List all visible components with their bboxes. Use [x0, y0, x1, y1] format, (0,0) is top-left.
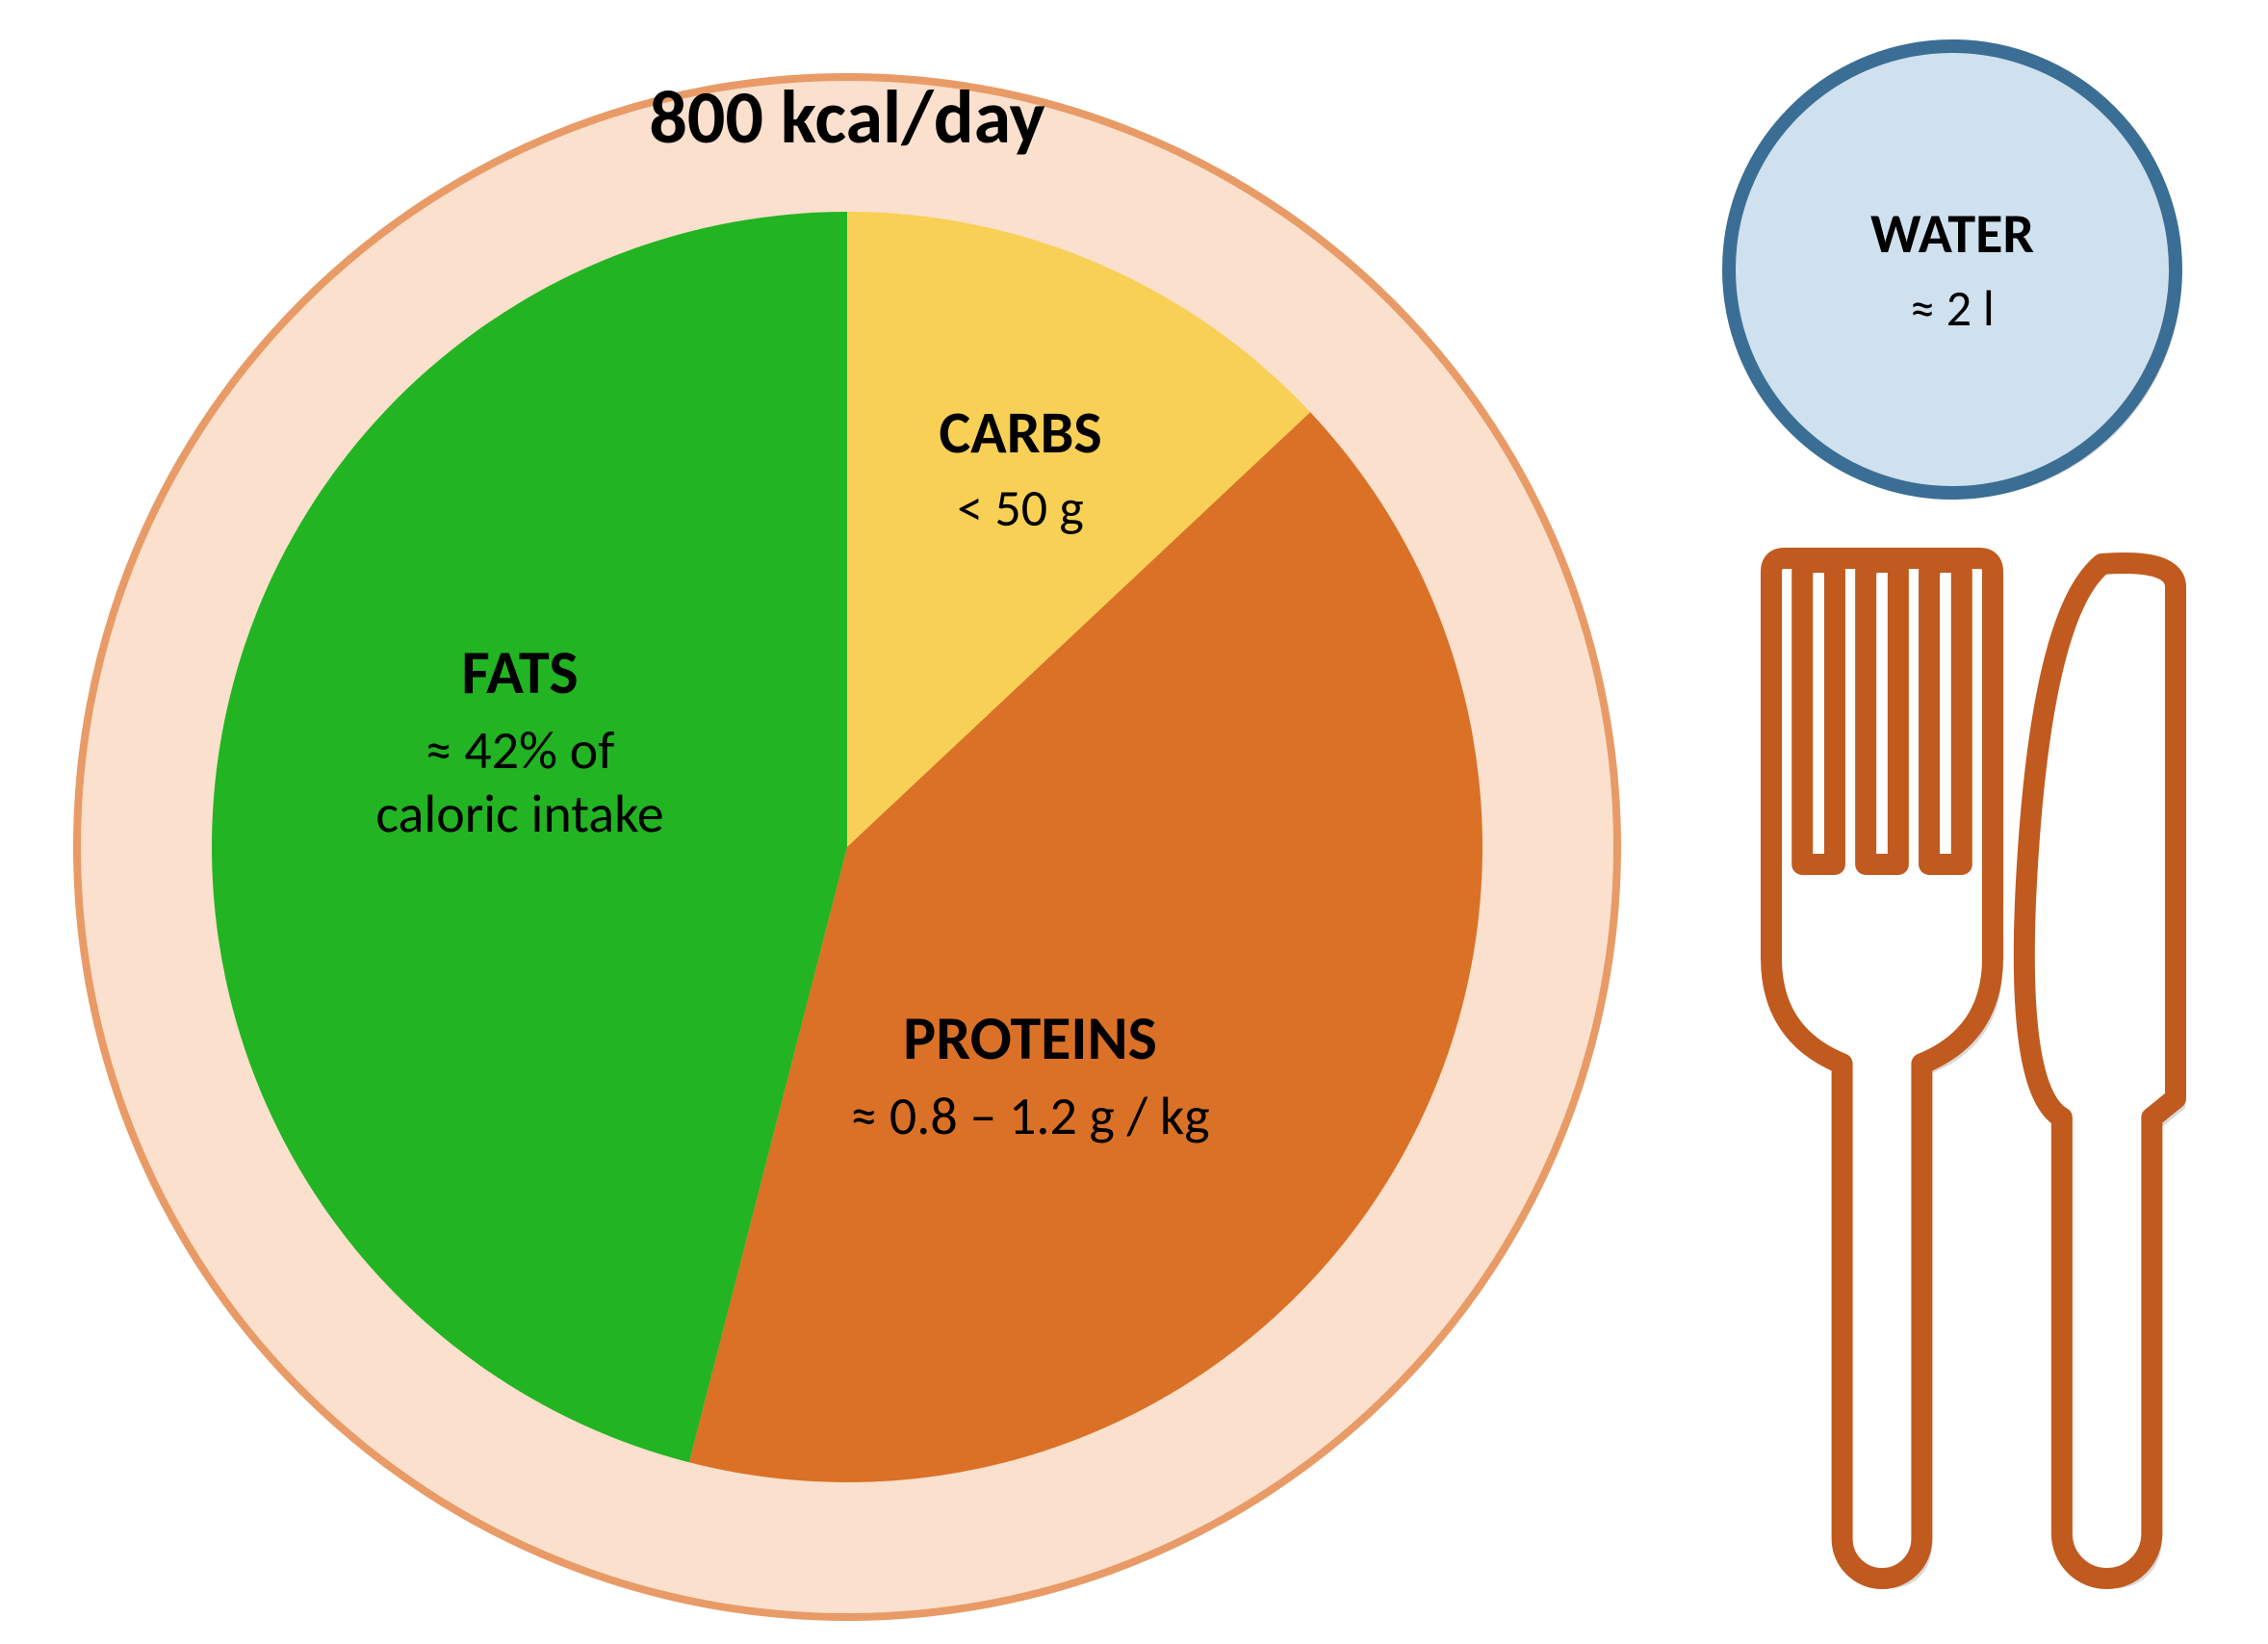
knife-icon [2024, 563, 2176, 1579]
cutlery [1771, 558, 2185, 1588]
label-carbs: CARBS < 50 g [939, 396, 1101, 540]
label-fats-title: FATS [461, 635, 578, 710]
water-subtitle: ≈ 2 l [1910, 277, 1995, 339]
label-fats-sub2: caloric intake [375, 782, 663, 847]
label-fats-sub: ≈ 42% of [425, 718, 615, 783]
label-proteins-title: PROTEINS [903, 1001, 1157, 1076]
label-proteins: PROTEINS ≈ 0.8 – 1.2 g / kg [850, 1001, 1209, 1149]
label-carbs-title: CARBS [939, 396, 1101, 469]
label-proteins-sub: ≈ 0.8 – 1.2 g / kg [850, 1084, 1209, 1149]
water-circle [1729, 46, 2176, 493]
fork-icon [1771, 558, 1993, 1579]
water-badge: WATER ≈ 2 l [1729, 46, 2181, 499]
water-title: WATER [1870, 199, 2034, 268]
label-carbs-sub: < 50 g [957, 476, 1083, 540]
macronutrient-pie: CARBS < 50 g PROTEINS ≈ 0.8 – 1.2 g / kg FAT… [212, 212, 1482, 1482]
plate-title: 800 kcal/day [649, 71, 1044, 163]
